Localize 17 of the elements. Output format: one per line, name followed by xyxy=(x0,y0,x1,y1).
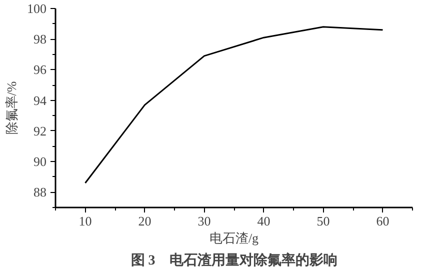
x-tick-label: 40 xyxy=(257,214,270,228)
y-tick-label: 96 xyxy=(34,62,47,78)
y-tick-label: 90 xyxy=(34,154,46,170)
x-tick-label: 10 xyxy=(78,214,92,228)
y-axis-title: 除氟率/% xyxy=(4,81,19,135)
x-tick-label: 30 xyxy=(198,214,211,228)
line-series xyxy=(84,26,384,184)
x-tick-label: 50 xyxy=(316,214,330,228)
x-tick-label: 60 xyxy=(376,214,390,228)
y-tick-label: 94 xyxy=(34,92,47,108)
caption: 图 3 电石渣用量对除氟率的影响 xyxy=(130,252,338,268)
y-tick-label: 88 xyxy=(34,184,46,200)
y-tick-label: 98 xyxy=(34,32,46,47)
y-tick-label: 92 xyxy=(34,123,46,138)
x-tick-label: 20 xyxy=(138,214,152,228)
x-axis-title: 电石渣/g xyxy=(209,230,260,246)
y-tick-label: 100 xyxy=(27,1,46,16)
